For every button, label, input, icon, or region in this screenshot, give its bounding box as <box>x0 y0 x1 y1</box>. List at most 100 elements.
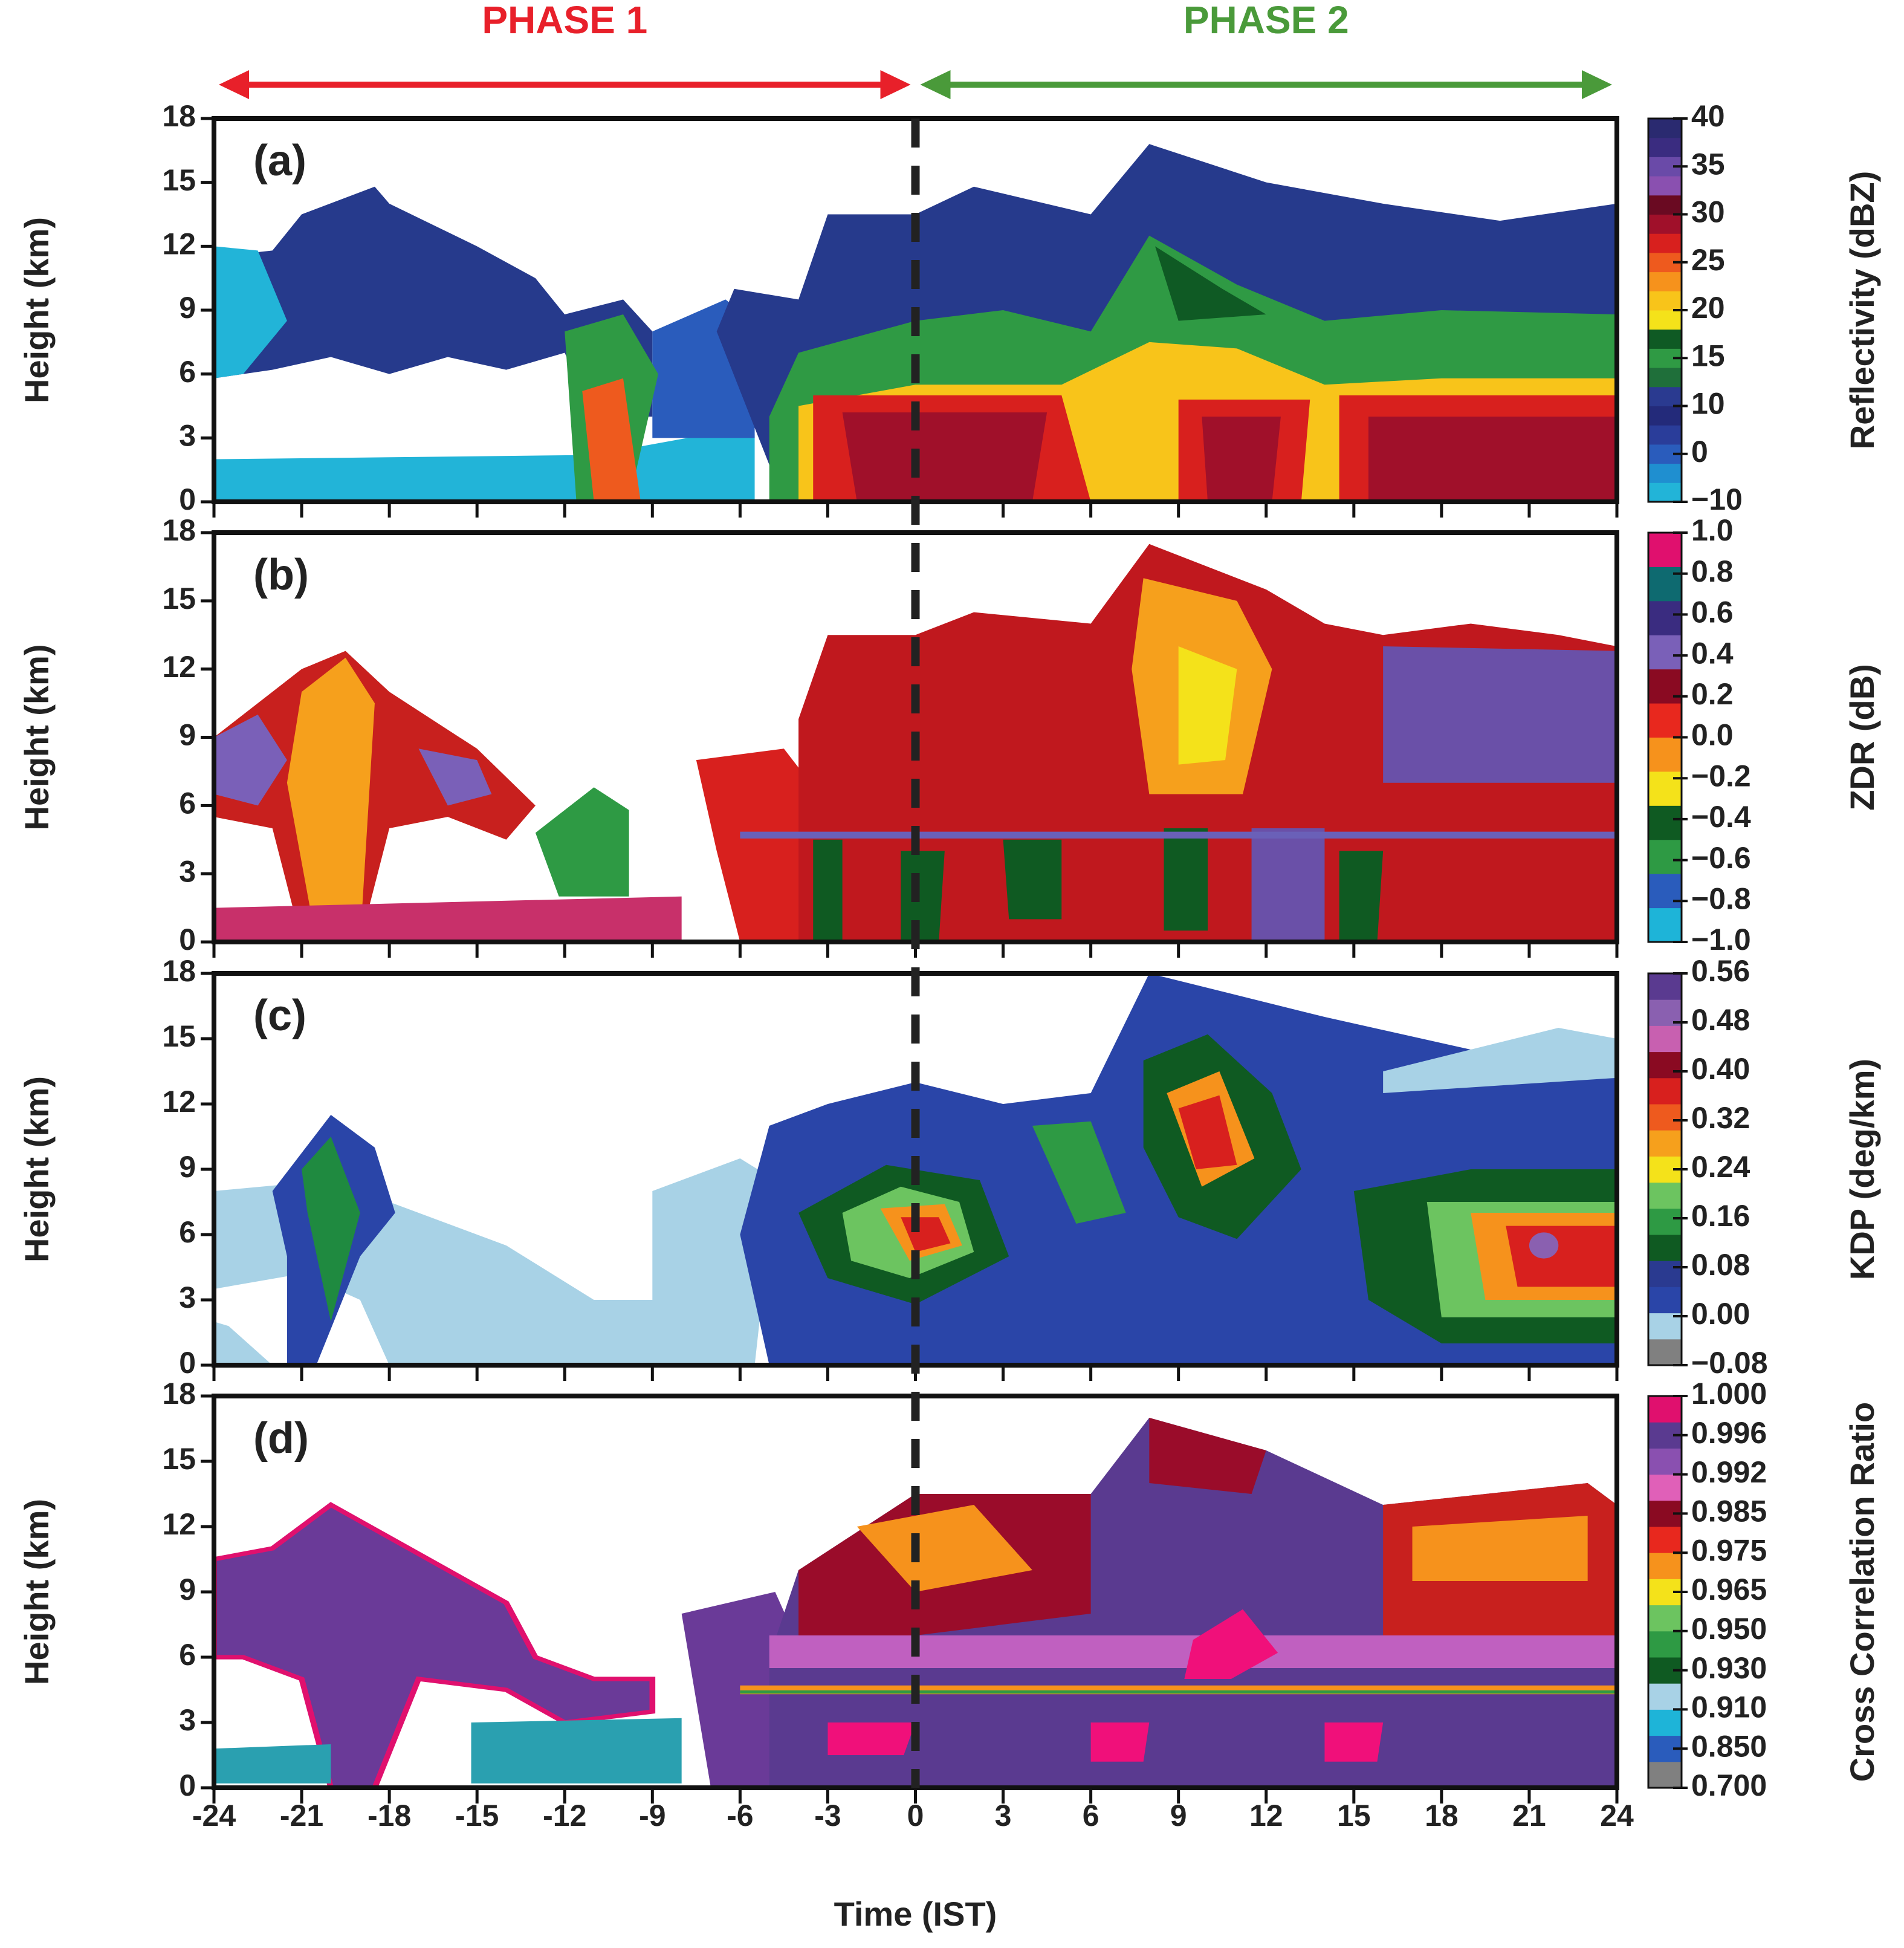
colorbar-tick-label: 0.24 <box>1691 1150 1750 1184</box>
colorbar-tick-label: 0.32 <box>1691 1101 1750 1135</box>
arrow-head <box>219 70 249 99</box>
x-tick-label: 18 <box>1425 1799 1459 1833</box>
field <box>214 651 536 942</box>
field <box>827 1609 1384 1762</box>
y-tick-label: 12 <box>162 650 196 684</box>
colorbar-tick-label: 40 <box>1691 99 1725 133</box>
x-tick-label: 12 <box>1249 1799 1283 1833</box>
colorbar-swatch <box>1648 482 1682 502</box>
colorbar-label: Reflectivity (dBZ) <box>1843 171 1881 450</box>
colorbar-tick-label: 15 <box>1691 339 1725 372</box>
colorbar-tick-label: 0.910 <box>1691 1690 1767 1724</box>
colorbar-swatch <box>1648 119 1682 138</box>
y-tick-label: 3 <box>179 419 196 453</box>
colorbar-label: ZDR (dB) <box>1843 664 1881 811</box>
colorbar-tick-label: 0.930 <box>1691 1651 1767 1685</box>
colorbar-swatch <box>1648 463 1682 483</box>
colorbar-swatch <box>1648 1025 1682 1053</box>
y-tick-label: 0 <box>179 923 196 956</box>
colorbar-swatch <box>1648 771 1682 806</box>
panel-label: (c) <box>253 992 306 1040</box>
colorbar-tick-label: 1.000 <box>1691 1377 1767 1411</box>
colorbar-swatch <box>1648 1051 1682 1079</box>
field <box>214 896 682 942</box>
y-tick-label: 9 <box>179 1150 196 1184</box>
colorbar-swatch <box>1648 1235 1682 1261</box>
colorbar-swatch <box>1648 1605 1682 1632</box>
colorbar-tick-label: 0.08 <box>1691 1248 1750 1282</box>
colorbar-tick-label: 0.4 <box>1691 636 1734 670</box>
field <box>582 378 641 502</box>
colorbar-swatch <box>1648 1104 1682 1131</box>
field <box>302 1137 360 1322</box>
y-tick-label: 6 <box>179 1215 196 1249</box>
colorbar-swatch <box>1648 368 1682 388</box>
field <box>535 787 629 897</box>
y-tick-label: 3 <box>179 854 196 888</box>
y-tick-label: 6 <box>179 787 196 820</box>
colorbar-tick-label: 0 <box>1691 435 1708 469</box>
y-tick-label: 12 <box>162 1507 196 1541</box>
colorbar-swatch <box>1648 1077 1682 1105</box>
field <box>1032 1121 1126 1224</box>
colorbar-tick-label: 10 <box>1691 387 1725 421</box>
arrow-head <box>1582 70 1612 99</box>
field <box>214 1502 656 1788</box>
colorbar-swatch <box>1648 1761 1682 1788</box>
colorbar-swatch <box>1648 533 1682 567</box>
colorbar-swatch <box>1648 635 1682 670</box>
y-axis-label: Height (km) <box>18 1499 56 1685</box>
field <box>652 1158 776 1365</box>
y-tick-label: 6 <box>179 355 196 389</box>
colorbar-swatch <box>1648 973 1682 1000</box>
y-axis-label: Height (km) <box>18 644 56 831</box>
field <box>856 1505 1032 1592</box>
colorbar-tick-label: −0.08 <box>1691 1346 1768 1380</box>
field <box>1529 1232 1559 1259</box>
field <box>813 828 1384 942</box>
y-axis-label: Height (km) <box>18 1076 56 1262</box>
field <box>214 186 653 417</box>
y-tick-label: 15 <box>162 1019 196 1053</box>
field <box>1178 1095 1237 1169</box>
x-tick-label: -6 <box>727 1799 753 1833</box>
colorbar-tick-label: 1.0 <box>1691 513 1734 547</box>
colorbar-label: KDP (deg/km) <box>1843 1059 1881 1280</box>
y-tick-label: 12 <box>162 1085 196 1118</box>
x-axis-label: Time (IST) <box>834 1895 997 1933</box>
colorbar-swatch <box>1648 1709 1682 1736</box>
colorbar-tick-label: 0.985 <box>1691 1495 1767 1528</box>
colorbar-tick-label: 30 <box>1691 195 1725 229</box>
field-b <box>214 544 1617 942</box>
colorbar-tick-label: 0.965 <box>1691 1573 1767 1606</box>
colorbar-tick-label: −1.0 <box>1691 923 1751 956</box>
colorbar-tick-label: 0.8 <box>1691 554 1734 588</box>
colorbar-tick-label: 0.00 <box>1691 1297 1750 1331</box>
y-tick-label: 15 <box>162 163 196 197</box>
colorbar-swatch <box>1648 907 1682 943</box>
field <box>287 657 375 942</box>
x-tick-label: -15 <box>455 1799 499 1833</box>
colorbar-swatch <box>1648 669 1682 704</box>
panel-label: (d) <box>253 1414 309 1463</box>
panel-label: (b) <box>253 551 309 599</box>
colorbar-swatch <box>1648 1474 1682 1501</box>
y-tick-label: 9 <box>179 291 196 325</box>
x-tick-label: 0 <box>907 1799 924 1833</box>
colorbar-swatch <box>1648 1527 1682 1553</box>
colorbar-swatch <box>1648 737 1682 772</box>
y-tick-label: 18 <box>162 954 196 988</box>
colorbar-swatch <box>1648 1261 1682 1287</box>
field <box>696 748 828 942</box>
x-tick-label: 15 <box>1337 1799 1371 1833</box>
y-axis-label: Height (km) <box>18 217 56 403</box>
colorbar-tick-label: 0.950 <box>1691 1612 1767 1646</box>
colorbar-swatch <box>1648 1130 1682 1157</box>
arrow-head <box>920 70 951 99</box>
colorbar-swatch <box>1648 425 1682 445</box>
y-tick-label: 15 <box>162 582 196 615</box>
colorbar-swatch <box>1648 1631 1682 1658</box>
field <box>1412 1516 1588 1581</box>
phase-label: PHASE 1 <box>482 0 647 42</box>
x-tick-label: 9 <box>1170 1799 1187 1833</box>
